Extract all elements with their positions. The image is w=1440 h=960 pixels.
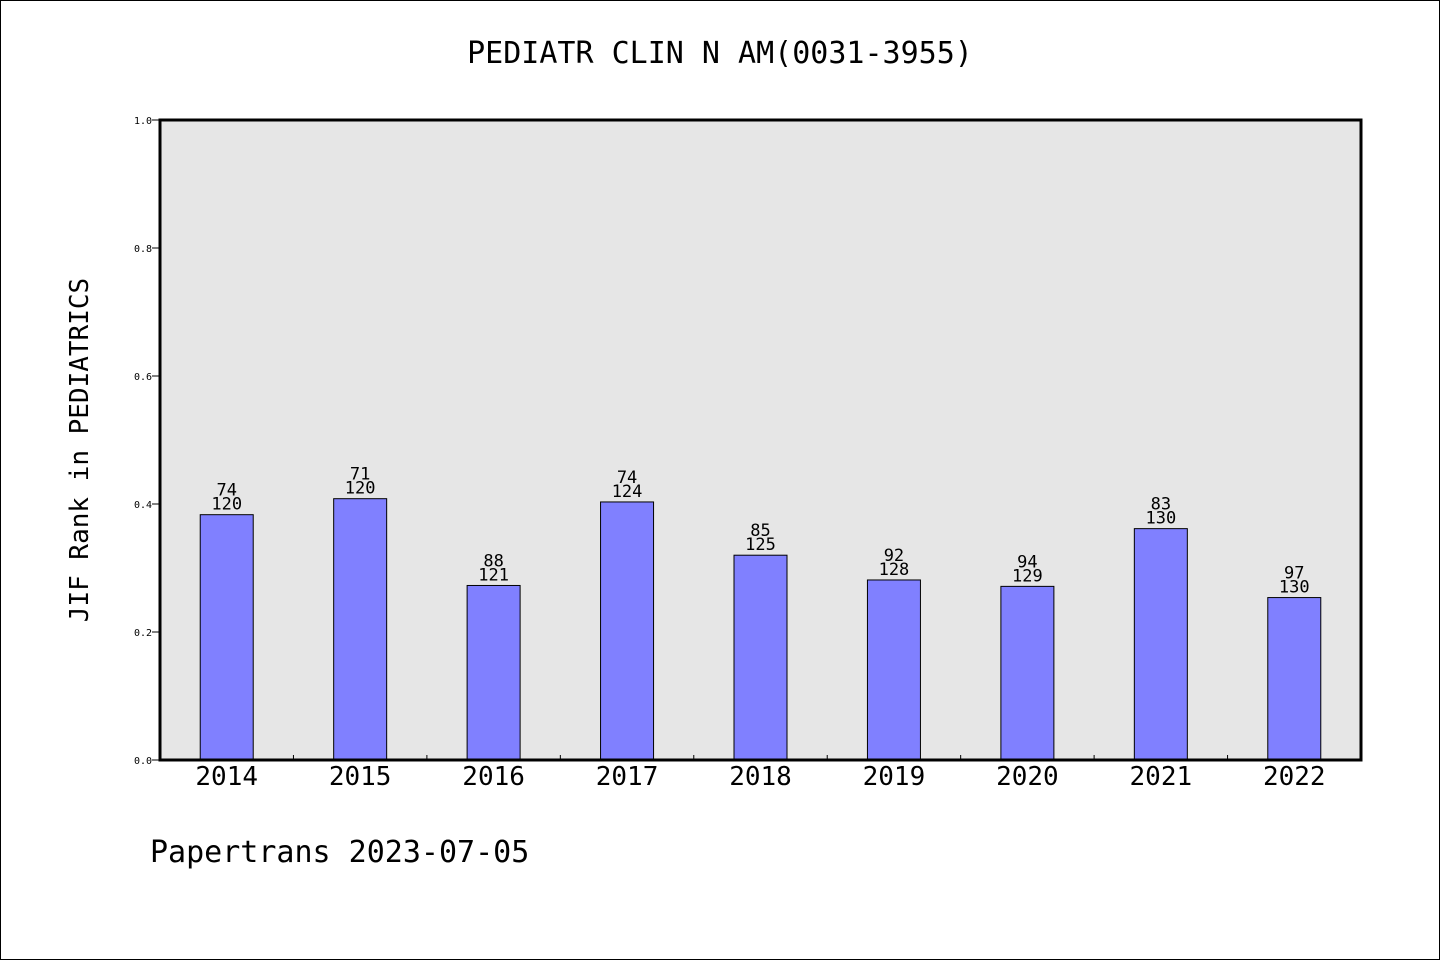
- x-tick-label: 2022: [1263, 762, 1326, 792]
- bar-rank-label: 83: [1151, 495, 1171, 515]
- bar-rank-label: 92: [884, 546, 904, 566]
- x-tick-label: 2017: [596, 762, 659, 792]
- y-tick-label: 1.0: [134, 116, 152, 127]
- bar-total-label: 128: [879, 560, 910, 580]
- bar-total-label: 130: [1279, 578, 1310, 598]
- bar-total-label: 121: [478, 565, 509, 585]
- bar: [866, 579, 921, 761]
- footer-stamp: Papertrans 2023-07-05: [150, 835, 530, 870]
- y-tick-label: 0.2: [134, 628, 152, 639]
- x-tick-label: 2018: [729, 762, 792, 792]
- bar-total-label: 125: [745, 535, 776, 555]
- bar: [199, 514, 254, 761]
- bar-rank-label: 71: [350, 465, 370, 485]
- bar-rank-label: 97: [1284, 564, 1304, 584]
- x-tick-label: 2019: [863, 762, 926, 792]
- bar: [466, 584, 521, 761]
- x-tick-label: 2014: [195, 762, 258, 792]
- x-tick-label: 2020: [996, 762, 1059, 792]
- plot-border: [158, 118, 1363, 762]
- y-ticks-group: 0.0 0.2 0.4 0.6 0.8 1.0: [134, 116, 160, 767]
- bar-total-label: 120: [211, 495, 242, 515]
- bar-rank-label: 94: [1017, 552, 1037, 572]
- bar: [733, 554, 788, 761]
- x-tick-label: 2015: [329, 762, 392, 792]
- bar: [1133, 528, 1188, 761]
- bar-rank-label: 74: [617, 468, 637, 488]
- bar-rank-label: 74: [216, 481, 236, 501]
- bar-total-label: 120: [345, 479, 376, 499]
- x-tick-label: 2021: [1130, 762, 1193, 792]
- y-tick-label: 0.6: [134, 372, 152, 383]
- bar-total-label: 124: [612, 482, 643, 502]
- bar: [600, 501, 655, 761]
- bar-rank-label: 85: [750, 521, 770, 541]
- y-tick-label: 0.4: [134, 500, 152, 511]
- y-tick-label: 0.8: [134, 244, 152, 255]
- bar-total-label: 129: [1012, 566, 1043, 586]
- bar: [1267, 597, 1322, 761]
- bar: [333, 498, 388, 761]
- bar: [1000, 585, 1055, 761]
- bar-total-label: 130: [1145, 509, 1176, 529]
- y-tick-label: 0.0: [134, 756, 152, 767]
- bar-rank-label: 88: [483, 551, 503, 571]
- x-tick-label: 2016: [462, 762, 525, 792]
- chart-title: PEDIATR CLIN N AM(0031-3955): [467, 36, 973, 71]
- x-ticks-group: 2014 2015 2016 2017 2018 2019 2020 2021 2022: [195, 755, 1326, 792]
